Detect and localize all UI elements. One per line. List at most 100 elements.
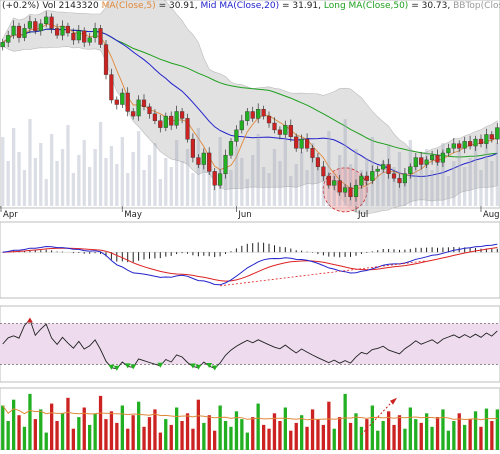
price-volume-bar <box>50 134 54 206</box>
volume-ma-line <box>2 405 498 421</box>
candle <box>179 111 185 119</box>
volume-bar <box>1 405 5 450</box>
price-volume-bar <box>484 141 489 206</box>
price-volume-bar <box>267 173 271 206</box>
candle <box>321 166 326 177</box>
price-volume-bar <box>131 152 135 206</box>
price-volume-bar <box>289 176 293 206</box>
volume-bar <box>142 426 146 450</box>
volume-bar <box>484 408 489 450</box>
price-volume-bar <box>468 158 472 206</box>
volume-bar <box>256 403 260 450</box>
candle <box>397 178 402 184</box>
rsi-oversold-marker <box>130 364 137 370</box>
legend-ma5-label: MA(Close,5) <box>101 1 156 11</box>
candle <box>435 155 440 163</box>
candle <box>207 152 212 172</box>
candle <box>451 143 456 149</box>
rsi-overbought-marker <box>26 317 33 323</box>
price-volume-bar <box>202 164 206 206</box>
volume-bar <box>164 419 168 450</box>
candle <box>353 184 359 197</box>
price-volume-bar <box>463 167 467 206</box>
x-tick-label-apr: Apr <box>3 210 18 220</box>
volume-bar <box>131 415 135 450</box>
price-volume-bar <box>479 170 483 206</box>
price-volume-bar <box>441 143 445 206</box>
volume-bar <box>468 419 472 450</box>
price-volume-bar <box>120 137 124 206</box>
candle <box>65 25 70 34</box>
candle <box>468 141 473 147</box>
rsi-panel-frame <box>0 305 500 383</box>
candle <box>424 159 429 165</box>
volume-bar <box>147 417 152 450</box>
candle <box>370 171 375 181</box>
volume-annotation-arrowhead <box>390 397 397 405</box>
price-volume-bar <box>305 170 309 206</box>
price-volume-bar <box>229 170 233 206</box>
rsi-oversold-marker <box>211 365 218 371</box>
candle <box>430 155 435 161</box>
rsi-oversold-marker <box>157 362 164 368</box>
candle <box>212 171 217 186</box>
volume-bar <box>327 401 331 450</box>
volume-bar <box>370 405 374 450</box>
volume-bar <box>414 419 418 450</box>
price-volume-bar <box>109 146 114 206</box>
volume-bar <box>104 419 108 450</box>
legend-change: (+0.2%) <box>2 1 40 11</box>
price-volume-bar <box>473 146 478 206</box>
price-volume-bar <box>147 155 152 206</box>
candle <box>190 138 195 158</box>
candle <box>266 115 272 124</box>
candle <box>131 111 136 117</box>
x-tick-label-jun: Jun <box>237 210 251 220</box>
volume-bar <box>39 409 43 450</box>
candle <box>348 187 353 198</box>
volume-bar <box>408 407 412 450</box>
candle <box>386 164 391 174</box>
candle <box>277 129 282 135</box>
volume-bar <box>473 411 478 450</box>
candle <box>408 166 413 174</box>
volume-bar <box>218 405 222 450</box>
volume-bar <box>365 419 369 450</box>
volume-bar <box>397 415 402 450</box>
candle <box>71 32 76 41</box>
candle <box>109 74 114 101</box>
volume-bar <box>207 415 211 450</box>
candle <box>343 187 348 193</box>
price-volume-bar <box>321 167 325 206</box>
candle <box>261 108 266 117</box>
price-volume-bar <box>60 149 65 206</box>
volume-bar <box>180 421 184 450</box>
price-volume-bar <box>207 152 211 206</box>
candle <box>326 175 331 186</box>
candle <box>82 30 87 43</box>
candle <box>22 28 27 38</box>
price-volume-bar <box>82 140 86 206</box>
price-volume-bar <box>251 155 255 206</box>
volume-bar <box>338 417 342 450</box>
price-volume-bar <box>12 128 16 206</box>
volume-bar <box>348 422 353 450</box>
candle <box>381 164 386 170</box>
candle <box>457 143 462 149</box>
volume-bar <box>169 424 173 450</box>
candle <box>0 42 5 48</box>
candle <box>33 21 38 31</box>
price-volume-bar <box>403 173 407 206</box>
legend-vol-label: Vol <box>42 1 56 11</box>
chart-legend: (+0.2%) Vol 2143320 MA(Close,5) = 30.91,… <box>2 1 500 11</box>
volume-bar <box>430 426 434 450</box>
candle <box>364 175 369 181</box>
price-volume-bar <box>158 179 162 206</box>
volume-bar <box>60 413 65 450</box>
volume-bar <box>33 419 37 450</box>
candle <box>413 157 418 168</box>
legend-ma5-value: = 30.91, <box>158 1 198 11</box>
price-volume-bar <box>376 176 380 206</box>
